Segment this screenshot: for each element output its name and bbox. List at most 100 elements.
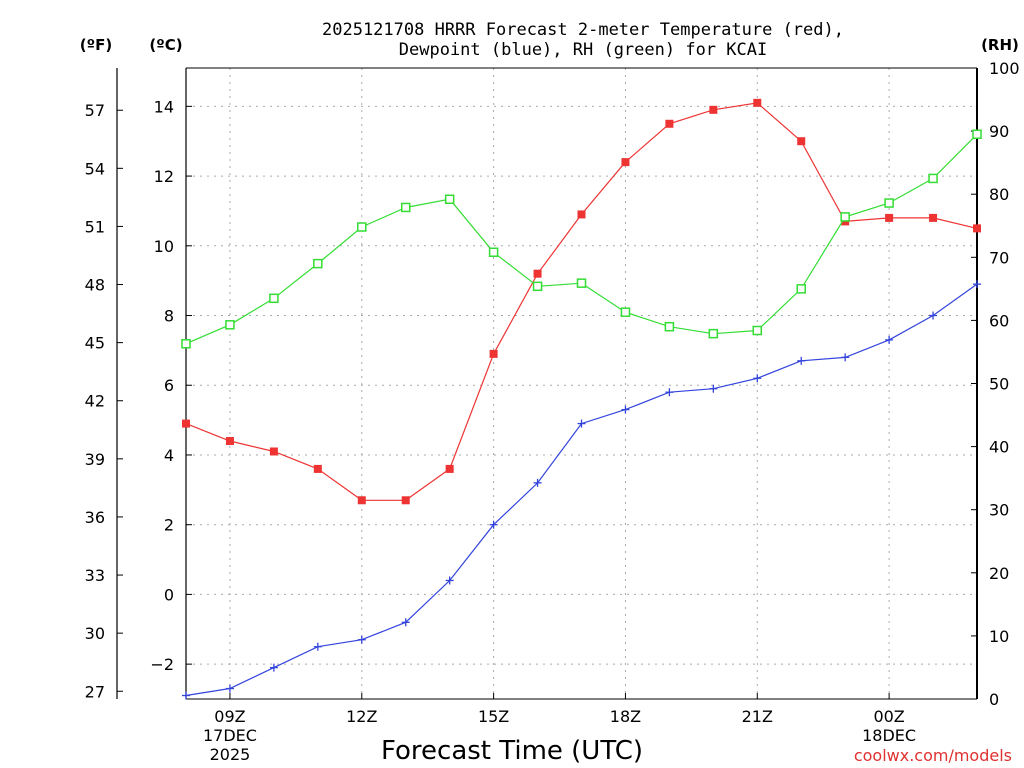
credit-text: coolwx.com/models <box>854 746 1012 765</box>
rh-tick-label: 40 <box>989 438 1009 457</box>
celsius-tick-label: 4 <box>164 446 174 465</box>
series-layer <box>181 98 982 700</box>
rh-point <box>313 258 323 269</box>
celsius-tick-label: 8 <box>164 307 174 326</box>
x-axis-label: Forecast Time (UTC) <box>381 736 643 766</box>
temperature-point <box>753 98 762 107</box>
dewpoint-point <box>269 663 278 672</box>
x-tick-label: 18Z <box>610 707 641 726</box>
temperature-point <box>401 496 410 505</box>
rh-point <box>181 338 191 349</box>
rh-tick-label: 100 <box>989 59 1020 78</box>
rh-unit-label: (RH) <box>981 36 1019 54</box>
rh-point <box>840 212 850 222</box>
celsius-tick-label: −2 <box>150 655 174 674</box>
celsius-tick-label: 6 <box>164 376 174 395</box>
temperature-point <box>929 213 938 222</box>
temperature-point <box>313 464 322 473</box>
dewpoint-point <box>577 419 586 428</box>
x-tick-year-label: 2025 <box>210 745 251 764</box>
rh-point <box>576 278 587 288</box>
rh-point <box>972 129 982 140</box>
temperature-point <box>577 210 586 219</box>
celsius-tick-label: 14 <box>154 97 174 116</box>
dewpoint-point <box>973 280 981 289</box>
fahrenheit-tick-label: 54 <box>85 159 105 178</box>
temperature-point <box>533 269 542 278</box>
rh-point <box>444 194 455 204</box>
x-tick-date-label: 17DEC <box>203 726 257 745</box>
dewpoint-series <box>182 280 981 700</box>
temperature-point <box>885 213 894 222</box>
dewpoint-point <box>533 478 542 487</box>
temperature-point <box>182 419 190 428</box>
fahrenheit-tick-label: 51 <box>85 217 105 236</box>
celsius-tick-label: 10 <box>154 237 174 256</box>
rh-tick-label: 10 <box>989 627 1009 646</box>
temperature-series <box>182 98 981 505</box>
fahrenheit-tick-label: 27 <box>85 682 105 701</box>
dewpoint-point <box>489 520 498 529</box>
rh-tick-label: 0 <box>989 690 999 709</box>
x-tick-date-label: 18DEC <box>862 726 916 745</box>
celsius-tick-label: 0 <box>164 585 174 604</box>
fahrenheit-tick-label: 30 <box>85 624 105 643</box>
temperature-point <box>357 496 366 505</box>
rh-point <box>884 198 894 208</box>
rh-series <box>181 129 982 349</box>
rh-tick-label: 50 <box>989 375 1009 394</box>
fahrenheit-unit-label: (ºF) <box>80 36 112 54</box>
dewpoint-point <box>182 691 190 700</box>
temperature-point <box>225 437 234 446</box>
rh-tick-label: 60 <box>989 311 1009 330</box>
dewpoint-point <box>709 384 718 393</box>
chart-title-line-1: 2025121708 HRRR Forecast 2-meter Tempera… <box>322 20 844 40</box>
x-tick-label: 09Z <box>214 707 245 726</box>
rh-point <box>225 320 235 330</box>
rh-tick-label: 20 <box>989 564 1009 583</box>
fahrenheit-tick-label: 48 <box>85 276 105 295</box>
dewpoint-point <box>841 353 850 362</box>
celsius-unit-label: (ºC) <box>149 36 182 54</box>
rh-tick-label: 90 <box>989 122 1009 141</box>
x-tick-label: 21Z <box>742 707 773 726</box>
rh-point <box>708 328 719 339</box>
dewpoint-point <box>929 311 938 320</box>
fahrenheit-tick-label: 45 <box>85 334 105 353</box>
rh-point <box>796 284 806 294</box>
rh-line <box>185 133 978 345</box>
fahrenheit-tick-label: 36 <box>85 508 105 527</box>
dewpoint-point <box>665 388 674 397</box>
rh-point <box>928 173 938 184</box>
rh-point <box>269 293 279 304</box>
fahrenheit-tick-label: 39 <box>85 450 105 469</box>
temperature-point <box>621 158 630 167</box>
rh-point <box>664 321 675 332</box>
x-tick-label: 00Z <box>873 707 904 726</box>
rh-tick-label: 80 <box>989 185 1009 204</box>
temperature-point <box>269 447 278 456</box>
fahrenheit-tick-label: 42 <box>85 392 105 411</box>
fahrenheit-tick-label: 33 <box>85 566 105 585</box>
dewpoint-point <box>885 335 894 344</box>
temperature-point <box>709 105 718 114</box>
temperature-line <box>185 102 978 501</box>
celsius-tick-label: 2 <box>164 516 174 535</box>
rh-point <box>400 202 411 213</box>
rh-tick-label: 30 <box>989 501 1009 520</box>
dewpoint-line <box>185 283 978 697</box>
dewpoint-point <box>797 356 806 365</box>
rh-point <box>620 307 631 317</box>
axes: −2 0 2 4 6 8 10 12 14 27 30 33 36 39 42 45 48 51 54 57 0 10 20… <box>85 59 1020 764</box>
fahrenheit-tick-label: 57 <box>85 101 105 120</box>
grid-lines <box>186 68 977 699</box>
rh-point <box>488 247 499 258</box>
temperature-point <box>489 349 498 358</box>
dewpoint-point <box>753 374 762 383</box>
rh-point <box>532 281 543 292</box>
dewpoint-point <box>313 642 322 651</box>
temperature-point <box>665 119 674 128</box>
dewpoint-point <box>621 405 630 414</box>
chart-title-line-2: Dewpoint (blue), RH (green) for KCAI <box>399 40 767 60</box>
